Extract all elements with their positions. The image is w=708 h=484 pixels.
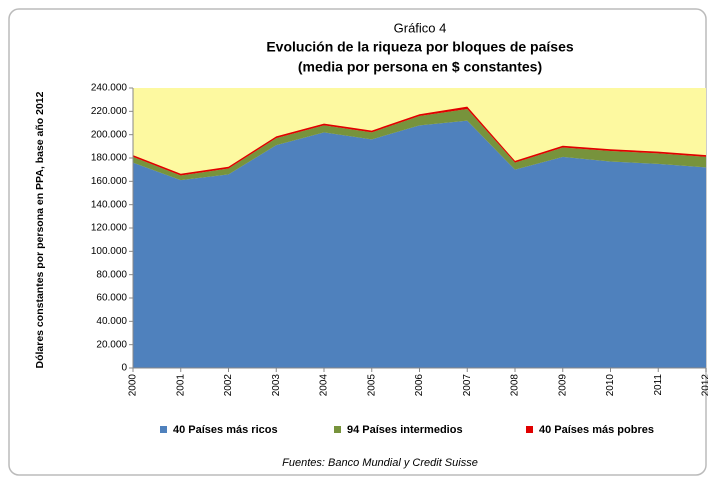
chart-title: Evolución de la riqueza por bloques de p… (266, 39, 574, 55)
y-tick-label: 180.000 (91, 153, 128, 164)
legend-swatch (526, 426, 533, 433)
x-tick-label: 2004 (319, 374, 330, 397)
area (133, 120, 706, 369)
legend-swatch (334, 426, 341, 433)
x-tick-label: 2007 (462, 374, 473, 397)
y-tick-label: 80.000 (96, 269, 127, 280)
x-tick-label: 2012 (701, 374, 708, 397)
y-tick-label: 20.000 (96, 339, 127, 350)
y-tick-label: 160.000 (91, 176, 128, 187)
chart-subtitle: (media por persona en $ constantes) (298, 59, 542, 75)
x-tick-label: 2000 (128, 374, 139, 397)
y-tick-label: 0 (121, 363, 127, 374)
x-tick-label: 2006 (414, 374, 425, 397)
y-tick-label: 40.000 (96, 316, 127, 327)
chart-kicker: Gráfico 4 (394, 20, 447, 35)
y-tick-label: 220.000 (91, 106, 128, 117)
x-tick-label: 2011 (653, 374, 664, 396)
legend-label: 40 Países más ricos (173, 424, 278, 436)
y-tick-label: 100.000 (91, 246, 128, 257)
source-note: Fuentes: Banco Mundial y Credit Suisse (282, 457, 478, 469)
y-axis-title: Dólares constantes por persona en PPA, b… (34, 91, 46, 368)
y-tick-label: 240.000 (91, 83, 128, 94)
x-tick-label: 2003 (271, 374, 282, 397)
x-tick-label: 2010 (605, 374, 616, 397)
y-tick-label: 120.000 (91, 223, 128, 234)
x-tick-label: 2001 (175, 374, 186, 397)
x-tick-label: 2008 (510, 374, 521, 397)
area (133, 109, 706, 181)
x-tick-label: 2002 (223, 374, 234, 397)
y-tick-label: 200.000 (91, 129, 128, 140)
y-tick-label: 60.000 (96, 293, 127, 304)
y-tick-label: 140.000 (91, 199, 128, 210)
legend-label: 94 Países intermedios (347, 424, 463, 436)
legend-swatch (160, 426, 167, 433)
legend-label: 40 Países más pobres (539, 424, 654, 436)
x-tick-label: 2009 (557, 374, 568, 397)
x-tick-label: 2005 (366, 374, 377, 397)
